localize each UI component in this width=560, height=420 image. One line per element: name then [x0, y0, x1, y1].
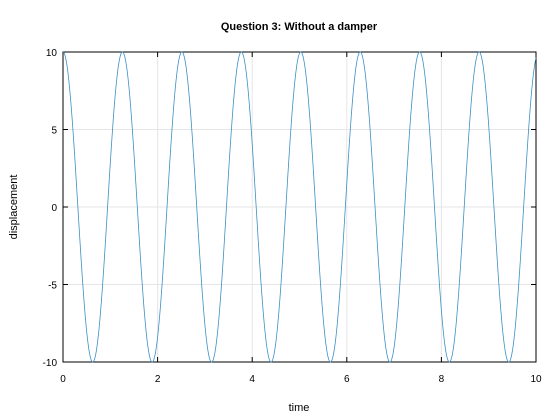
y-tick-label: -5	[48, 281, 57, 292]
x-tick-label: 8	[439, 374, 445, 385]
y-tick-label: -10	[43, 358, 58, 369]
y-tick-labels: -10 -5 0 5 10	[43, 48, 58, 369]
x-tick-label: 6	[344, 374, 350, 385]
y-tick-label: 0	[51, 203, 57, 214]
series-line-displacement	[62, 51, 537, 363]
x-axis-label: time	[289, 402, 310, 414]
x-tick-label: 4	[249, 374, 255, 385]
y-tick-label: 10	[46, 48, 58, 59]
x-tick-labels: 0 2 4 6 8 10	[60, 374, 542, 385]
chart-title: Question 3: Without a damper	[221, 21, 378, 33]
x-tick-label: 10	[530, 374, 542, 385]
x-tick-label: 2	[155, 374, 161, 385]
y-tick-label: 5	[51, 126, 57, 137]
grid-lines	[63, 52, 536, 362]
x-tick-label: 0	[60, 374, 66, 385]
axis-ticks	[62, 51, 537, 363]
y-axis-label: displacement	[8, 175, 20, 240]
